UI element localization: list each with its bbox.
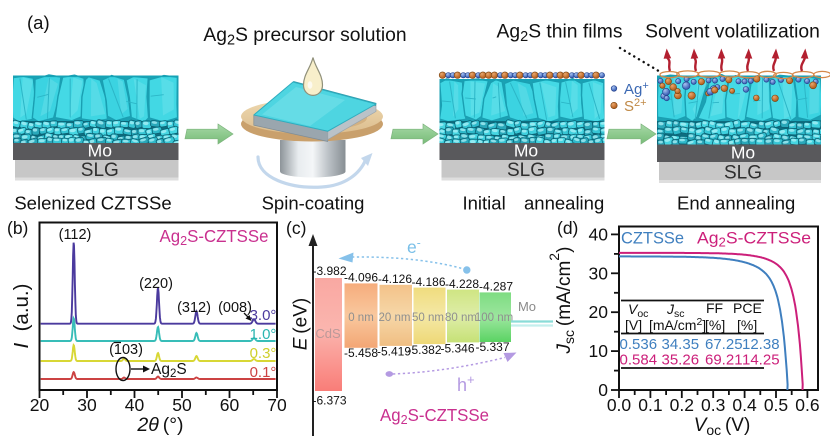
svg-text:10: 10 — [589, 341, 609, 361]
svg-text:-5.458: -5.458 — [344, 346, 378, 360]
svg-text:Ag2S precursor solution: Ag2S precursor solution — [203, 25, 406, 48]
svg-text:60: 60 — [220, 395, 240, 415]
svg-text:-4.186: -4.186 — [412, 275, 446, 289]
svg-text:Initial: Initial — [463, 193, 506, 214]
svg-text:Mo: Mo — [731, 143, 755, 163]
svg-text:(312): (312) — [177, 300, 211, 316]
svg-text:End annealing: End annealing — [677, 193, 795, 214]
svg-text:0.2: 0.2 — [670, 395, 694, 415]
svg-text:1.0°: 1.0° — [250, 326, 277, 343]
svg-text:40: 40 — [589, 224, 609, 244]
svg-text:CdS: CdS — [315, 326, 341, 341]
svg-text:0.4: 0.4 — [732, 395, 757, 415]
svg-text:Spin-coating: Spin-coating — [262, 193, 365, 214]
svg-text:SLG: SLG — [724, 163, 762, 184]
svg-text:3.0°: 3.0° — [250, 307, 277, 324]
svg-text:Ag2S-CZTSSe: Ag2S-CZTSSe — [160, 226, 269, 248]
svg-text:-4.096: -4.096 — [344, 271, 378, 285]
svg-text:Ag2S: Ag2S — [151, 361, 187, 380]
svg-text:Jsc: Jsc — [666, 301, 685, 320]
svg-text:Mo: Mo — [88, 141, 112, 161]
svg-text:30: 30 — [589, 263, 609, 283]
svg-text:[mA/cm2]: [mA/cm2] — [649, 316, 706, 333]
svg-text:(b): (b) — [7, 218, 28, 238]
svg-text:Solvent volatilization: Solvent volatilization — [645, 22, 820, 43]
svg-text:50 nm: 50 nm — [412, 312, 444, 324]
svg-text:Ag2S-CZTSSe: Ag2S-CZTSSe — [380, 405, 489, 427]
svg-text:0 nm: 0 nm — [348, 312, 374, 324]
svg-text:0.0: 0.0 — [607, 395, 632, 415]
svg-text:Ag2S-CZTSSe: Ag2S-CZTSSe — [697, 229, 811, 250]
svg-text:Voc (V): Voc (V) — [694, 415, 751, 438]
svg-text:-5.337: -5.337 — [476, 340, 510, 354]
svg-text:-4.228: -4.228 — [445, 277, 479, 291]
svg-text:(c): (c) — [286, 218, 306, 238]
svg-text:(112): (112) — [59, 227, 92, 243]
svg-text:(008): (008) — [218, 300, 252, 316]
svg-text:I (a.u.): I (a.u.) — [10, 284, 33, 349]
svg-text:0.1: 0.1 — [638, 395, 662, 415]
svg-text:0: 0 — [598, 380, 608, 400]
svg-text:0.3°: 0.3° — [250, 345, 277, 362]
svg-text:12.38: 12.38 — [742, 336, 780, 353]
svg-text:69.21: 69.21 — [705, 352, 743, 369]
svg-text:[%]: [%] — [705, 317, 725, 333]
svg-text:Ag2S thin films: Ag2S thin films — [497, 22, 623, 45]
svg-text:(a): (a) — [27, 12, 50, 33]
svg-text:67.25: 67.25 — [705, 336, 743, 353]
svg-text:-5.419: -5.419 — [377, 344, 411, 358]
svg-text:80 nm: 80 nm — [445, 312, 477, 324]
svg-text:Mo: Mo — [514, 141, 538, 161]
svg-text:0.1°: 0.1° — [250, 364, 277, 381]
svg-text:20: 20 — [589, 302, 609, 322]
svg-text:-4.126: -4.126 — [378, 272, 412, 286]
svg-text:-4.287: -4.287 — [479, 280, 513, 294]
svg-text:-6.373: -6.373 — [313, 394, 347, 408]
svg-text:Selenized CZTSSe: Selenized CZTSSe — [14, 193, 171, 214]
svg-text:annealing: annealing — [524, 193, 604, 214]
svg-text:40: 40 — [125, 395, 145, 415]
svg-text:0.6: 0.6 — [795, 395, 819, 415]
svg-text:20 nm: 20 nm — [379, 312, 411, 324]
svg-text:Jsc (mA/cm2): Jsc (mA/cm2) — [546, 247, 577, 355]
svg-text:14.25: 14.25 — [742, 352, 780, 369]
svg-text:50: 50 — [172, 395, 192, 415]
svg-text:(103): (103) — [109, 342, 143, 358]
svg-text:70: 70 — [267, 395, 287, 415]
svg-text:0.3: 0.3 — [701, 395, 725, 415]
svg-text:SLG: SLG — [507, 160, 545, 181]
svg-text:-3.982: -3.982 — [313, 264, 347, 278]
svg-text:30: 30 — [77, 395, 97, 415]
svg-text:-5.346: -5.346 — [441, 341, 475, 355]
svg-text:PCE: PCE — [733, 300, 762, 316]
svg-text:E (eV): E (eV) — [291, 298, 312, 350]
svg-text:(220): (220) — [139, 276, 173, 292]
svg-text:0.5: 0.5 — [764, 395, 788, 415]
svg-text:Voc: Voc — [628, 301, 648, 320]
svg-text:Mo: Mo — [518, 299, 536, 314]
svg-text:35.26: 35.26 — [662, 352, 700, 369]
svg-text:0.536: 0.536 — [620, 336, 658, 353]
svg-text:0.584: 0.584 — [620, 352, 658, 369]
svg-text:FF: FF — [706, 300, 723, 316]
svg-text:CZTSSe: CZTSSe — [621, 229, 684, 248]
svg-text:2θ (°): 2θ (°) — [136, 414, 183, 436]
svg-text:[%]: [%] — [737, 317, 757, 333]
svg-text:20: 20 — [30, 395, 50, 415]
svg-text:SLG: SLG — [81, 160, 119, 181]
svg-text:(d): (d) — [557, 218, 578, 238]
svg-text:-5.382: -5.382 — [408, 343, 442, 357]
svg-text:100 nm: 100 nm — [475, 312, 513, 324]
svg-text:[V]: [V] — [625, 317, 642, 333]
svg-text:34.35: 34.35 — [662, 336, 700, 353]
